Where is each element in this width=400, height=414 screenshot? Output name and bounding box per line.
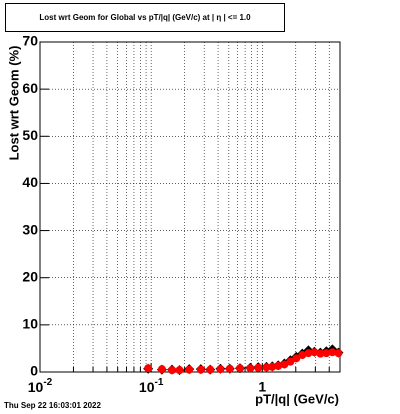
x-tick-base: 10 [139,379,155,395]
marker [304,349,313,358]
y-tick-label: 70 [22,33,38,49]
y-tick-label: 30 [22,221,38,237]
marker [216,365,225,374]
marker [254,363,263,372]
marker [175,366,184,375]
y-axis-title: Lost wrt Geom (%) [6,46,21,161]
marker [206,365,215,374]
footer-date: Thu Sep 22 16:03:01 2022 [4,401,101,410]
marker [157,365,166,374]
y-tick-label: 10 [22,316,38,332]
y-tick-label: 0 [30,363,38,379]
marker [225,364,234,373]
y-tick-label: 50 [22,127,38,143]
marker [246,364,255,373]
marker [262,363,271,372]
x-tick-label: 10-2 [28,377,53,395]
marker [185,365,194,374]
marker [292,354,301,363]
marker [322,349,331,358]
x-tick-exponent: -2 [43,377,52,388]
x-tick-label: 10-1 [139,377,164,395]
marker [298,351,307,360]
chart-title: Lost wrt Geom for Global vs pT/|q| (GeV/… [39,13,251,22]
x-axis-title: pT/|q| (GeV/c) [255,391,339,406]
marker [316,349,325,358]
marker [236,364,245,373]
x-tick-label: 1 [258,379,266,395]
title-box [5,3,285,32]
y-tick-label: 60 [22,80,38,96]
marker [144,364,153,373]
marker [328,348,337,357]
marker [268,362,277,371]
x-tick-base: 10 [28,379,44,395]
marker [167,366,176,375]
marker [280,360,289,369]
y-tick-label: 40 [22,174,38,190]
marker [334,349,343,358]
marker [274,361,283,370]
marker [310,348,319,357]
x-tick-exponent: -1 [154,377,163,388]
y-tick-label: 20 [22,268,38,284]
marker [196,365,205,374]
marker [286,357,295,366]
